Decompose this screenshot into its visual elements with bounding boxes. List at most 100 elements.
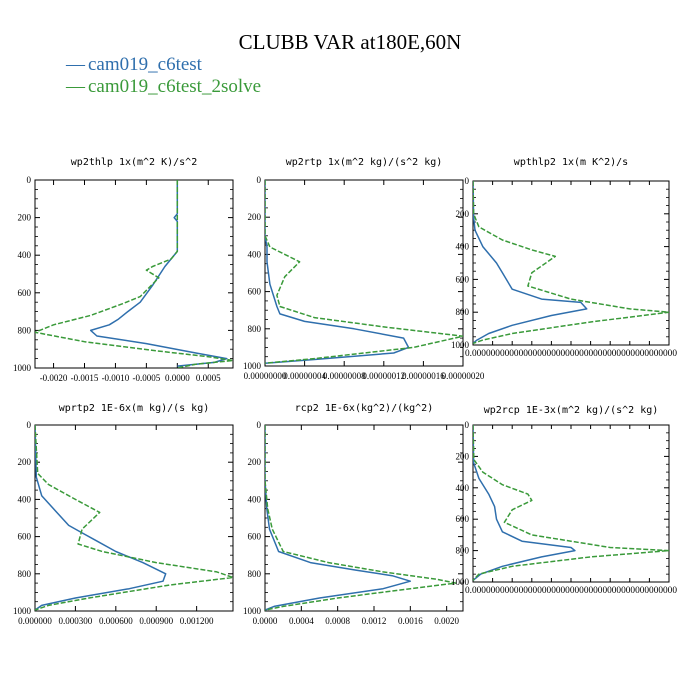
x-tick-label: 0.00000000	[244, 371, 287, 381]
y-tick-label: 800	[456, 546, 470, 556]
panel-title: wp2rcp 1E-3x(m^2 kg)/(s^2 kg)	[484, 405, 659, 416]
y-tick-label: 400	[456, 242, 470, 252]
x-tick-label: 0.00000000000000000000000000000000000000…	[465, 585, 678, 595]
y-tick-label: 0	[27, 175, 32, 185]
y-tick-label: 1000	[451, 577, 470, 587]
series-line-2	[265, 180, 463, 364]
x-tick-label: 0.00000020	[442, 371, 485, 381]
panel-title: wp2rtp 1x(m^2 kg)/(s^2 kg)	[286, 157, 443, 168]
plot-frame	[34, 424, 234, 612]
panel-6: wp2rcp 1E-3x(m^2 kg)/(s^2 kg) 0 200 400 600 8…	[451, 405, 678, 595]
y-tick-label: 1000	[243, 361, 262, 371]
y-tick-label: 200	[456, 209, 470, 219]
x-tick-label: 0.00000008	[323, 371, 366, 381]
plot-frame	[264, 424, 464, 612]
series-line-2	[35, 425, 233, 611]
y-tick-label: 0	[257, 175, 262, 185]
legend-item-2: — cam019_c6test_2solve	[65, 76, 261, 97]
y-tick-label: 1000	[243, 606, 262, 616]
x-tick-label: 0.0000	[165, 373, 190, 383]
panel-title: wpthlp2 1x(m K^2)/s	[514, 157, 628, 168]
x-tick-label: 0.0016	[398, 616, 423, 626]
panels: wp2thlp 1x(m^2 K)/s^2 0 200 400 600 800 1000 -0…	[13, 157, 678, 626]
y-tick-label: 400	[18, 494, 32, 504]
series-line-2	[35, 180, 233, 368]
legend: — cam019_c6test — cam019_c6test_2solve	[65, 54, 261, 97]
series-line-1	[265, 425, 412, 611]
series-line-2	[473, 181, 669, 345]
y-tick-label: 200	[18, 457, 32, 467]
y-tick-label: 800	[18, 569, 32, 579]
x-tick-label: 0.000300	[59, 616, 93, 626]
y-tick-label: 200	[18, 213, 32, 223]
y-tick-label: 0	[465, 176, 470, 186]
x-tick-label: 0.0012	[362, 616, 387, 626]
x-tick-label: 0.00000004	[283, 371, 326, 381]
x-tick-label: 0.0008	[325, 616, 350, 626]
y-tick-label: 1000	[13, 606, 32, 616]
y-tick-label: 600	[456, 514, 470, 524]
panel-5: rcp2 1E-6x(kg^2)/(kg^2) 0 200 400 600 800 1000…	[243, 403, 464, 626]
y-tick-label: 1000	[451, 340, 470, 350]
series-line-2	[473, 425, 669, 581]
plot-frame	[34, 179, 234, 369]
panel-title: wprtp2 1E-6x(m kg)/(s kg)	[59, 403, 210, 414]
x-tick-label: 0.001200	[180, 616, 214, 626]
plot-frame	[472, 180, 670, 346]
y-tick-label: 800	[18, 325, 32, 335]
y-tick-label: 800	[456, 307, 470, 317]
y-tick-label: 200	[248, 457, 262, 467]
y-tick-label: 600	[18, 288, 32, 298]
x-tick-label: 0.0000	[253, 616, 278, 626]
x-tick-label: 0.0005	[196, 373, 221, 383]
series-line-1	[89, 180, 228, 367]
legend-marker-1: —	[65, 54, 86, 75]
series-line-1	[473, 181, 588, 344]
y-tick-label: 200	[456, 451, 470, 461]
x-tick-label: 0.0004	[289, 616, 314, 626]
x-tick-label: 0.000600	[99, 616, 133, 626]
y-tick-label: 400	[248, 494, 262, 504]
legend-label-1: cam019_c6test	[88, 54, 203, 75]
panel-4: wprtp2 1E-6x(m kg)/(s kg) 0 200 400 600 800 10…	[13, 403, 234, 626]
series-line-1	[473, 425, 576, 581]
series-line-2	[265, 425, 457, 611]
y-tick-label: 0	[257, 420, 262, 430]
figure-title: CLUBB VAR at180E,60N	[239, 30, 462, 54]
panel-1: wp2thlp 1x(m^2 K)/s^2 0 200 400 600 800 1000 -0…	[13, 157, 234, 383]
series-line-1	[265, 180, 410, 364]
y-tick-label: 600	[456, 274, 470, 284]
y-tick-label: 400	[18, 250, 32, 260]
legend-marker-2: —	[65, 76, 86, 97]
x-tick-label: 0.0020	[434, 616, 459, 626]
x-tick-label: 0.000000	[18, 616, 52, 626]
x-tick-label: 0.00000012	[362, 371, 405, 381]
y-tick-label: 600	[248, 287, 262, 297]
x-tick-label: -0.0020	[40, 373, 68, 383]
y-tick-label: 600	[18, 532, 32, 542]
legend-label-2: cam019_c6test_2solve	[88, 76, 261, 97]
panel-title: wp2thlp 1x(m^2 K)/s^2	[71, 157, 197, 168]
x-tick-label: -0.0010	[102, 373, 130, 383]
y-tick-label: 0	[465, 420, 470, 430]
y-tick-label: 400	[248, 249, 262, 259]
plot-frame	[264, 179, 464, 367]
panel-2: wp2rtp 1x(m^2 kg)/(s^2 kg) 0 200 400 600 800 1…	[243, 157, 485, 381]
y-tick-label: 0	[27, 420, 32, 430]
plot-frame	[472, 424, 670, 583]
y-tick-label: 800	[248, 324, 262, 334]
x-tick-label: 0.00000016	[402, 371, 445, 381]
panel-title: rcp2 1E-6x(kg^2)/(kg^2)	[295, 403, 433, 414]
y-tick-label: 200	[248, 212, 262, 222]
y-tick-label: 800	[248, 569, 262, 579]
x-tick-label: 0.000900	[139, 616, 173, 626]
y-tick-label: 400	[456, 483, 470, 493]
legend-item-1: — cam019_c6test	[65, 54, 203, 75]
x-tick-label: -0.0005	[133, 373, 161, 383]
x-tick-label: 0.00000000000000000000000000000000000000…	[465, 348, 678, 358]
x-tick-label: -0.0015	[71, 373, 99, 383]
y-tick-label: 600	[248, 532, 262, 542]
y-tick-label: 1000	[13, 363, 32, 373]
panel-3: wpthlp2 1x(m K^2)/s 0 200 400 600 800 10000.00…	[451, 157, 678, 358]
